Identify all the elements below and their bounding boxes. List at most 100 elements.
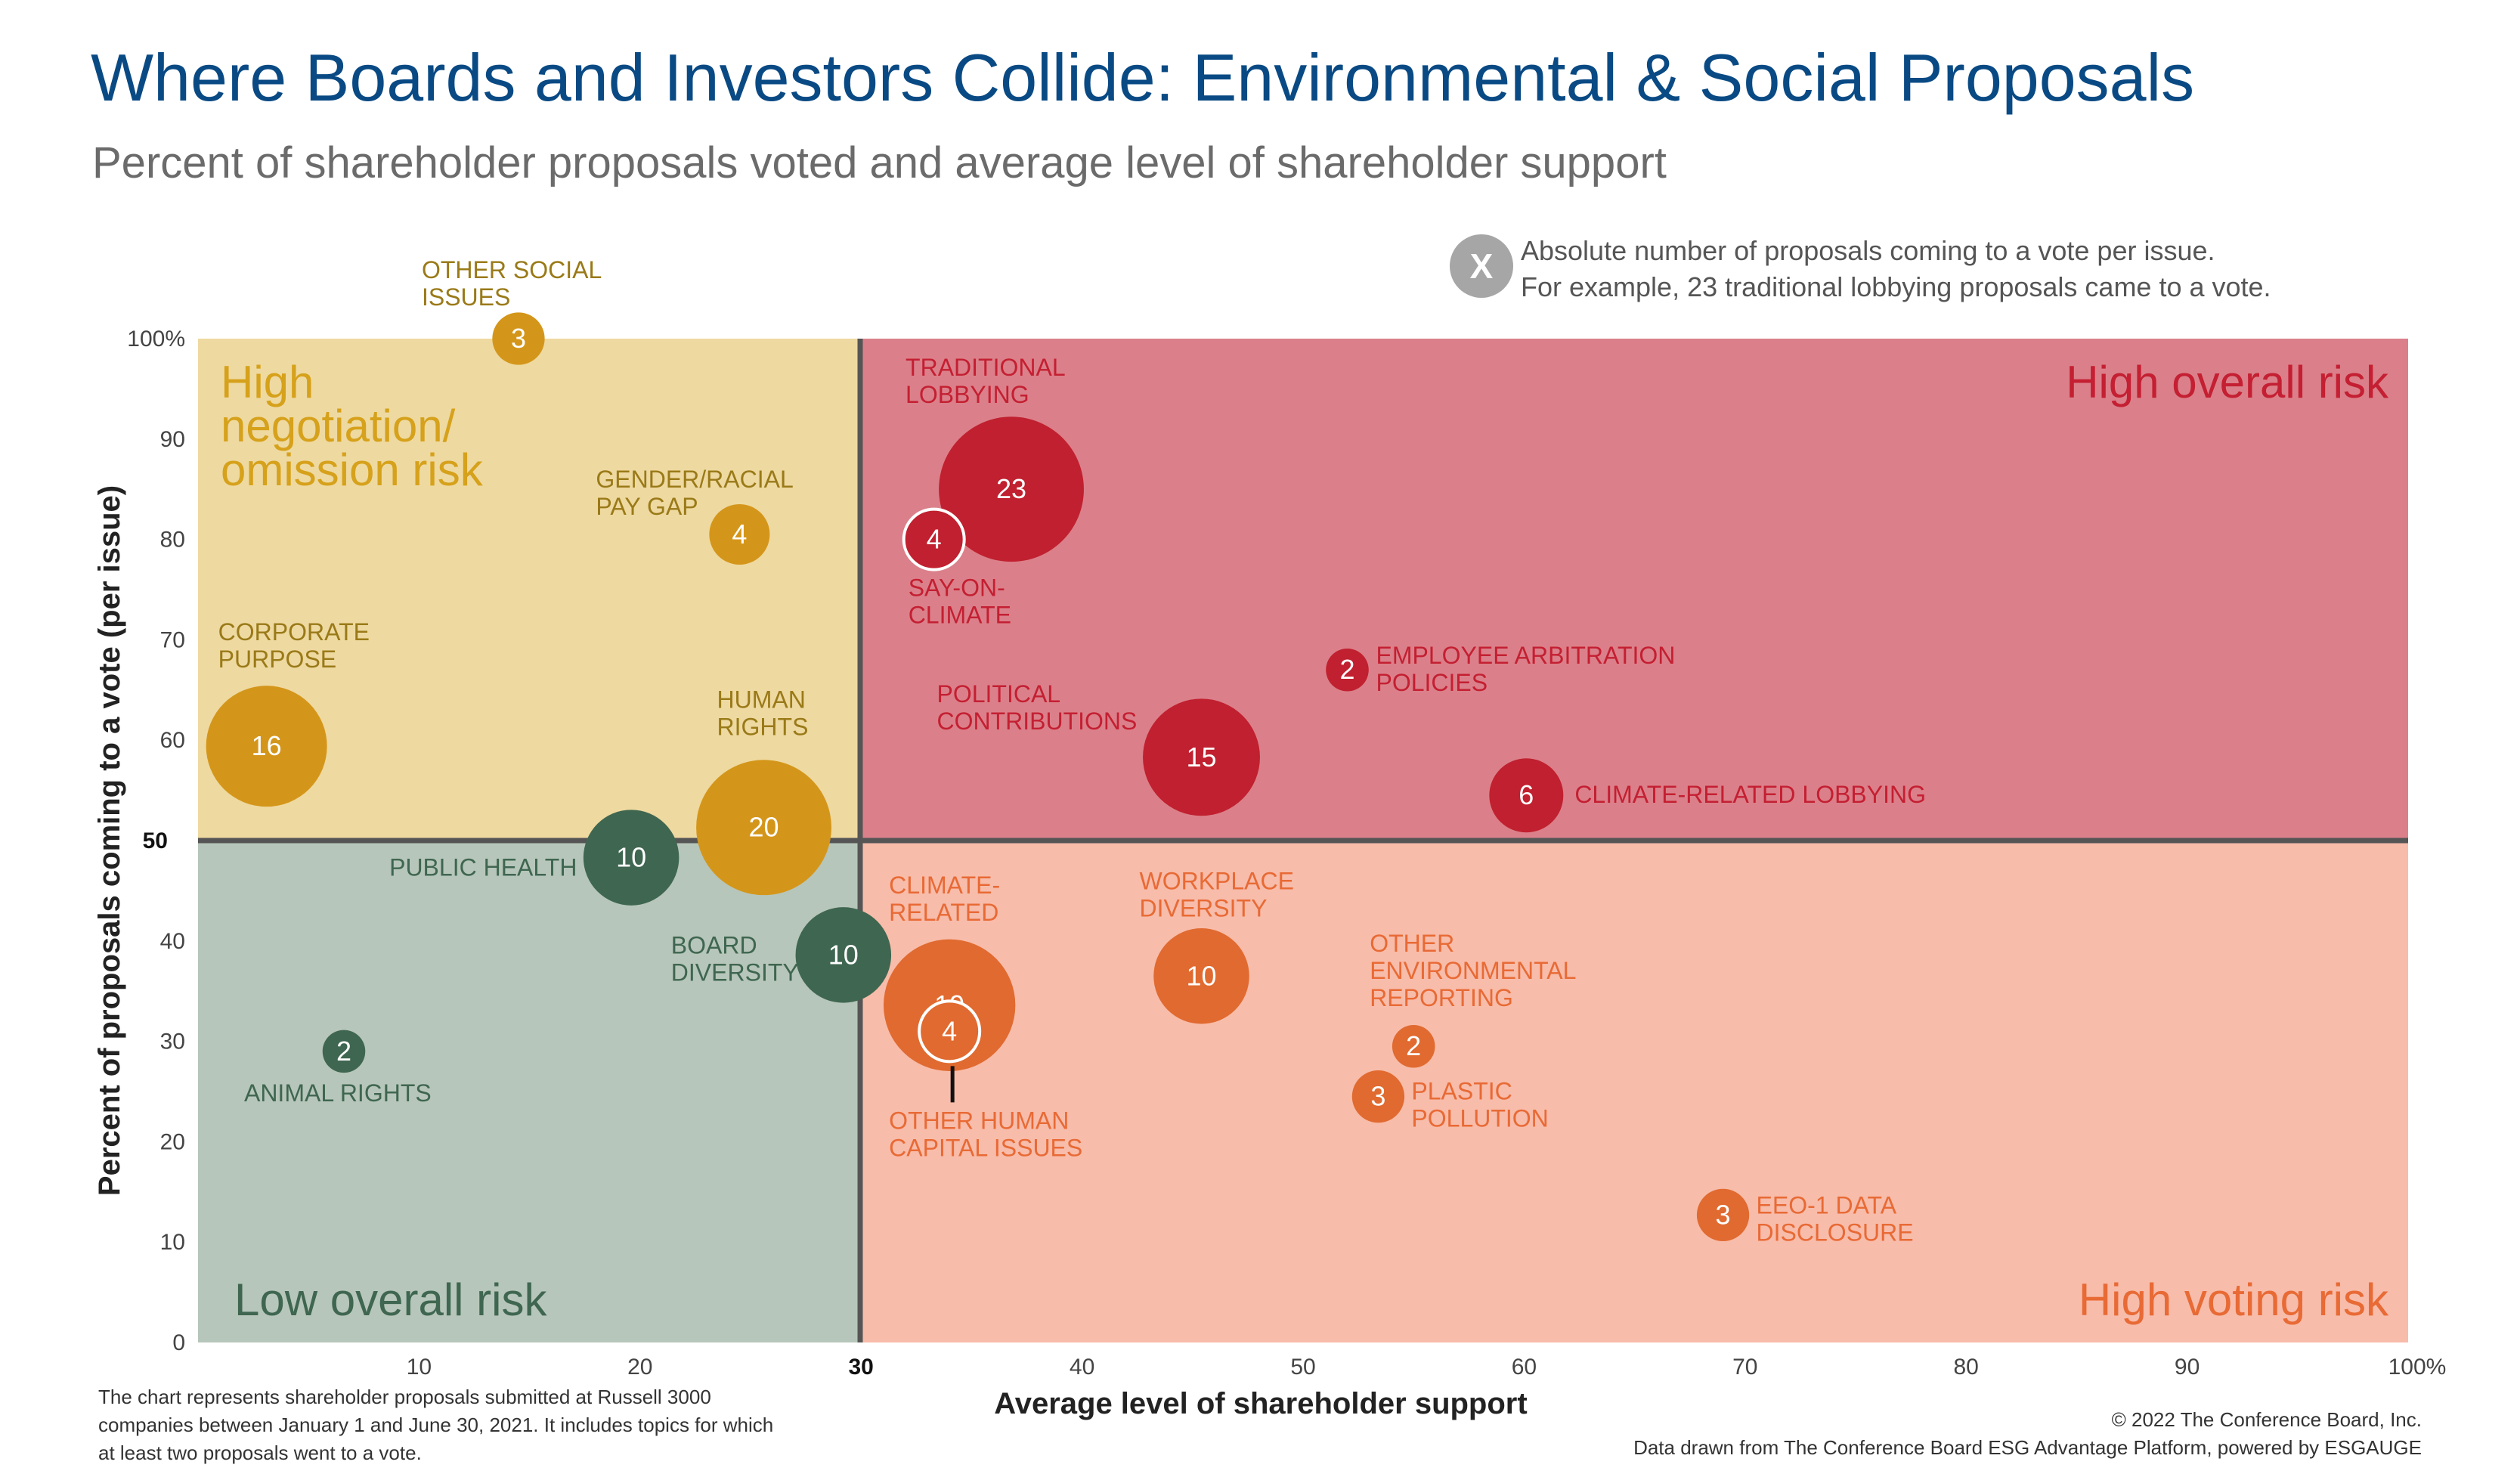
bubble-circle (795, 907, 892, 1003)
bubble-circle (1392, 1024, 1435, 1068)
bubble-count: 16 (252, 730, 282, 761)
bubble-circle (1351, 1070, 1405, 1123)
point-label-workplace-diversity: WORKPLACE DIVERSITY (1139, 867, 1293, 921)
bubble-count: 20 (749, 812, 779, 843)
point-label-climate-related-lobbying: CLIMATE-RELATED LOBBYING (1574, 781, 1926, 808)
legend-symbol: X (1470, 246, 1494, 286)
bubble-circle (918, 999, 982, 1064)
y-tick-label: 30 (160, 1030, 185, 1054)
bubble-circle (1489, 758, 1564, 833)
y-tick-label: 50 (143, 828, 168, 853)
bubble-circle (1696, 1188, 1750, 1241)
bubble-circle (939, 416, 1084, 562)
copyright-text: © 2022 The Conference Board, Inc. (2111, 1408, 2422, 1431)
y-tick-label: 60 (160, 728, 185, 753)
bubble-circle (492, 312, 545, 365)
bubble-corporate-purpose: 16 (206, 686, 327, 807)
bubble-circle (1143, 698, 1260, 816)
point-label-eeo-1-data-disclosure: EEO-1 DATA DISCLOSURE (1757, 1191, 1914, 1246)
bubble-human-rights: 20 (696, 760, 831, 896)
x-tick-label: 10 (407, 1355, 432, 1380)
bubbles: 23201916151010106444333222 (206, 312, 1750, 1241)
legend-line-1: Absolute number of proposals coming to a… (1521, 235, 2215, 266)
bubble-other-human-capital-issues: 4 (918, 999, 982, 1064)
y-tick-label: 10 (160, 1230, 185, 1255)
y-tick-label: 80 (160, 528, 185, 553)
source-text: Data drawn from The Conference Board ESG… (1633, 1436, 2422, 1459)
quadrant-label-high-negotiation: High negotiation/omission risk (221, 357, 484, 495)
point-label-public-health: PUBLIC HEALTH (389, 854, 577, 881)
y-tick-label: 70 (160, 627, 185, 652)
bubble-count: 3 (1716, 1199, 1731, 1230)
quadrant-label-low-overall: Low overall risk (234, 1274, 547, 1325)
point-label-climate-related: CLIMATE-RELATED (889, 872, 1000, 926)
bubble-circle (709, 503, 770, 565)
bubble-count: 4 (732, 519, 747, 550)
bubble-say-on-climate: 4 (902, 507, 966, 571)
bubble-count: 10 (616, 842, 646, 873)
point-label-other-human-capital-issues: OTHER HUMAN CAPITAL ISSUES (889, 1107, 1082, 1161)
y-tick-label: 90 (160, 427, 185, 452)
x-tick-label: 20 (627, 1355, 652, 1380)
point-label-gender-racial-pay-gap: GENDER/RACIAL PAY GAP (596, 466, 793, 520)
bubble-count: 2 (1339, 654, 1354, 685)
point-label-other-social-issues: OTHER SOCIAL ISSUES (422, 256, 602, 311)
point-label-animal-rights: ANIMAL RIGHTS (244, 1079, 432, 1107)
quadrant-label-high-overall: High overall risk (2066, 357, 2389, 407)
threshold-lines (198, 339, 2408, 1342)
bubble-gender-racial-pay-gap: 4 (709, 503, 770, 565)
point-label-employee-arbitration-policies: EMPLOYEE ARBITRATION POLICIES (1376, 642, 1675, 696)
x-tick-label: 100% (2388, 1355, 2447, 1380)
bubble-circle (322, 1030, 366, 1073)
footnote: The chart represents shareholder proposa… (98, 1386, 774, 1464)
bubble-count: 2 (1406, 1030, 1421, 1061)
point-label-traditional-lobbying: TRADITIONAL LOBBYING (906, 354, 1066, 408)
x-tick-label: 70 (1732, 1355, 1757, 1380)
bubble-circle (583, 810, 680, 906)
quadrant-bottom-right-bg (860, 841, 2408, 1342)
x-tick-label: 50 (1290, 1355, 1315, 1380)
point-label-plastic-pollution: PLASTIC POLLUTION (1411, 1078, 1548, 1132)
legend-bubble (1450, 234, 1513, 298)
y-tick-label: 100% (127, 327, 185, 351)
bubble-count: 4 (927, 524, 942, 555)
bubble-count: 10 (828, 939, 859, 970)
bubble-count: 3 (1370, 1081, 1385, 1112)
point-label-corporate-purpose: CORPORATE PURPOSE (218, 618, 370, 673)
bubble-other-social-issues: 3 (492, 312, 545, 365)
bubble-count: 6 (1519, 779, 1534, 810)
y-tick-label: 40 (160, 929, 185, 954)
bubble-public-health: 10 (583, 810, 680, 906)
y-axis-label: Percent of proposals coming to a vote (p… (93, 485, 126, 1196)
bubble-traditional-lobbying: 23 (939, 416, 1084, 562)
bubble-count: 3 (511, 323, 526, 354)
bubble-animal-rights: 2 (322, 1030, 366, 1073)
x-tick-label: 80 (1954, 1355, 1979, 1380)
chart-title: Where Boards and Investors Collide: Envi… (91, 40, 2195, 115)
bubble-count: 2 (336, 1036, 351, 1067)
bubble-count: 15 (1186, 742, 1216, 773)
y-tick-label: 0 (172, 1330, 185, 1355)
bubble-climate-related-lobbying: 6 (1489, 758, 1564, 833)
x-tick-label: 30 (849, 1355, 874, 1380)
point-label-human-rights: HUMAN RIGHTS (717, 686, 809, 741)
chart-subtitle: Percent of shareholder proposals voted a… (92, 138, 1667, 187)
footer: © 2022 The Conference Board, Inc. Data d… (1633, 1406, 2422, 1462)
quadrant-backgrounds (198, 339, 2408, 1342)
bubble-count: 10 (1186, 960, 1216, 991)
bubble-circle (1153, 928, 1249, 1024)
quadrant-labels: High negotiation/omission risk High overa… (221, 357, 2389, 1325)
legend: X Absolute number of proposals coming to… (1450, 234, 2271, 302)
x-axis-ticks: 10 20 30 40 50 60 70 80 90 100% (407, 1355, 2447, 1380)
y-tick-label: 20 (160, 1129, 185, 1154)
point-label-political-contributions: POLITICAL CONTRIBUTIONS (936, 680, 1137, 735)
bubble-circle (1326, 648, 1369, 692)
bubble-board-diversity: 10 (795, 907, 892, 1003)
x-tick-label: 60 (1512, 1355, 1537, 1380)
bubble-count: 23 (996, 473, 1026, 504)
bubble-count: 4 (942, 1015, 957, 1046)
bubble-circle (902, 507, 966, 571)
point-labels: OTHER SOCIAL ISSUES GENDER/RACIAL PAY GAP CO… (218, 256, 1926, 1246)
quadrant-label-high-voting: High voting risk (2079, 1274, 2389, 1325)
